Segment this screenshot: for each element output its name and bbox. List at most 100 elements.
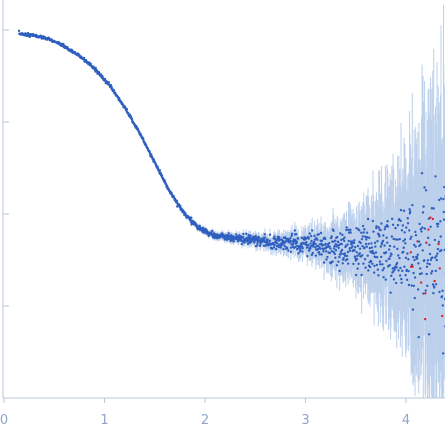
x-tick-label: 4 bbox=[402, 413, 410, 428]
data-point bbox=[309, 242, 312, 245]
data-point bbox=[357, 262, 360, 266]
data-point bbox=[301, 250, 304, 253]
data-point bbox=[375, 225, 378, 228]
data-point bbox=[216, 233, 219, 236]
data-point bbox=[250, 240, 253, 243]
data-point bbox=[398, 274, 402, 277]
data-point bbox=[352, 241, 356, 245]
data-point bbox=[324, 242, 327, 246]
data-point bbox=[419, 267, 422, 270]
data-point bbox=[368, 236, 371, 240]
data-point bbox=[361, 224, 365, 228]
data-point bbox=[401, 269, 404, 273]
data-point bbox=[332, 240, 335, 244]
data-point bbox=[307, 237, 311, 240]
data-point bbox=[317, 247, 320, 251]
data-point bbox=[403, 265, 406, 268]
data-point bbox=[389, 291, 392, 294]
data-point bbox=[410, 284, 413, 287]
data-point bbox=[404, 242, 407, 245]
data-point bbox=[341, 233, 344, 237]
data-point bbox=[313, 234, 316, 238]
data-point bbox=[325, 258, 328, 261]
data-point bbox=[437, 240, 441, 244]
data-point bbox=[304, 237, 308, 240]
data-point bbox=[227, 232, 231, 235]
data-point bbox=[407, 269, 410, 273]
data-point bbox=[339, 250, 343, 254]
data-point bbox=[424, 189, 428, 192]
data-point bbox=[442, 197, 445, 201]
data-point bbox=[362, 231, 365, 234]
data-point bbox=[293, 240, 296, 243]
data-point bbox=[301, 246, 304, 250]
data-point bbox=[316, 238, 319, 241]
data-point bbox=[371, 249, 374, 253]
data-point bbox=[411, 308, 415, 311]
data-point bbox=[396, 224, 400, 227]
outlier-point bbox=[409, 251, 412, 254]
data-point bbox=[380, 241, 384, 244]
outlier-point bbox=[424, 292, 427, 295]
data-point bbox=[332, 247, 336, 250]
data-point bbox=[321, 248, 325, 251]
data-point bbox=[398, 237, 401, 241]
data-point bbox=[289, 250, 292, 254]
data-point bbox=[389, 255, 392, 258]
data-point bbox=[118, 96, 121, 100]
data-point bbox=[274, 248, 278, 251]
data-point bbox=[361, 244, 364, 248]
data-point bbox=[432, 207, 435, 210]
data-point bbox=[413, 258, 416, 262]
data-point bbox=[373, 241, 377, 245]
data-point bbox=[275, 239, 278, 242]
data-point bbox=[407, 258, 410, 261]
data-point bbox=[326, 255, 329, 259]
data-point bbox=[370, 246, 374, 249]
data-point bbox=[379, 245, 383, 248]
data-point bbox=[363, 228, 366, 231]
data-point bbox=[382, 275, 385, 279]
data-point bbox=[309, 247, 312, 250]
data-point bbox=[392, 278, 396, 281]
data-point bbox=[412, 284, 416, 288]
data-point bbox=[339, 232, 342, 235]
data-point bbox=[383, 227, 387, 231]
data-point bbox=[417, 240, 421, 243]
data-point bbox=[338, 255, 341, 259]
data-point bbox=[405, 226, 408, 229]
data-point bbox=[266, 238, 269, 241]
data-point bbox=[428, 243, 431, 247]
data-point bbox=[364, 242, 368, 246]
data-point bbox=[398, 256, 401, 260]
data-point bbox=[201, 226, 205, 230]
data-point bbox=[434, 269, 438, 273]
data-point bbox=[311, 245, 315, 248]
data-point bbox=[334, 242, 337, 246]
data-point bbox=[307, 243, 310, 247]
data-point bbox=[294, 245, 297, 249]
data-point bbox=[396, 247, 399, 251]
outlier-point bbox=[411, 265, 414, 268]
data-point bbox=[268, 233, 272, 236]
data-point bbox=[390, 253, 393, 256]
data-point bbox=[386, 225, 390, 228]
data-point bbox=[321, 243, 324, 247]
data-point bbox=[356, 254, 359, 258]
data-point bbox=[435, 254, 438, 258]
data-point bbox=[258, 244, 262, 247]
data-point bbox=[414, 234, 418, 237]
data-point bbox=[412, 271, 415, 275]
data-point bbox=[345, 226, 348, 229]
data-point bbox=[400, 277, 403, 281]
data-point bbox=[436, 225, 439, 228]
data-point bbox=[441, 304, 445, 307]
data-point bbox=[417, 335, 420, 339]
data-point bbox=[425, 265, 429, 268]
data-point bbox=[434, 256, 437, 259]
data-point bbox=[284, 237, 287, 240]
data-point bbox=[348, 247, 351, 250]
data-point bbox=[408, 208, 411, 211]
data-point bbox=[290, 234, 293, 237]
data-point bbox=[295, 241, 299, 244]
